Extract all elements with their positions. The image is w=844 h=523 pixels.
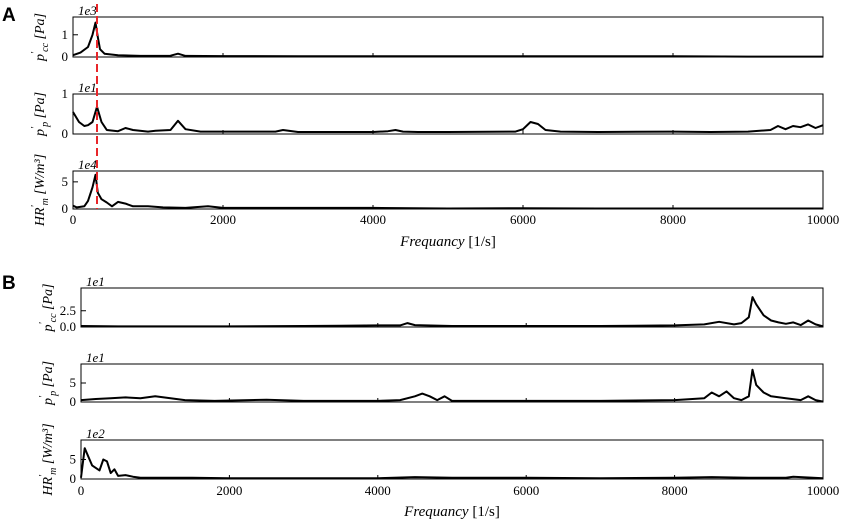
y-tick-label: 0 [70, 471, 77, 486]
axes-frame [72, 16, 824, 58]
series-line [80, 447, 824, 480]
subplot-a-2: 0 1 1e1 p'p [Pa] [30, 80, 824, 141]
subplot-b-1: 0.02.5 1e1 p'cc [Pa] [38, 274, 824, 334]
x-tick-label: 10000 [807, 212, 840, 227]
y-tick-label: 5 [62, 174, 69, 189]
x-tick-label: 2000 [216, 483, 242, 498]
x-axis-label: Frequancy [1/s] [403, 504, 500, 520]
y-tick-label: 0 [70, 394, 77, 409]
plot-area: 0 1 1e3 p'cc [Pa] 0 1 1e1 p'p [Pa] 0 5 1e4 HR'm [W/… [30, 3, 839, 520]
y-multiplier: 1e1 [78, 80, 97, 95]
panel-b: 0.02.5 1e1 p'cc [Pa] 0 5 1e1 p'p [Pa] 0 5 1e2 HR'm… [38, 274, 839, 520]
axes-frame [80, 363, 824, 403]
subplot-a-1: 0 1 1e3 p'cc [Pa] [30, 3, 824, 64]
x-tick-label: 4000 [360, 212, 386, 227]
y-tick-label: 5 [70, 375, 77, 390]
y-tick-label: 0 [62, 201, 69, 216]
x-axis-label: Frequancy [1/s] [399, 234, 496, 250]
y-multiplier: 1e2 [86, 426, 105, 441]
y-axis-label: HR'm [W/m³] [30, 154, 51, 227]
series-line [80, 296, 824, 328]
x-tick-label: 0 [70, 212, 77, 227]
x-tick-label: 10000 [807, 483, 840, 498]
axes-frame [72, 170, 824, 210]
x-tick-label: 8000 [660, 212, 686, 227]
y-axis-label: p'p [Pa] [38, 361, 59, 406]
axes-frame [72, 93, 824, 135]
axes-frame [80, 439, 824, 480]
y-tick-label: 2.5 [60, 303, 76, 318]
y-tick-label: 0 [62, 49, 69, 64]
y-axis-label: p'cc [Pa] [38, 284, 59, 333]
y-tick-label: 5 [70, 452, 77, 467]
panel-b-label: B [2, 273, 16, 294]
y-multiplier: 1e1 [86, 350, 105, 365]
series-line [80, 368, 824, 403]
axes-frame [80, 287, 824, 328]
y-axis-label: HR'm [W/m³] [38, 423, 59, 496]
subplot-b-3: 0 5 1e2 HR'm [W/m³] [38, 423, 824, 497]
subplot-b-2: 0 5 1e1 p'p [Pa] [38, 350, 824, 409]
x-tick-label: 4000 [365, 483, 391, 498]
x-tick-label: 6000 [513, 483, 539, 498]
y-multiplier: 1e3 [78, 3, 97, 18]
series-line [72, 21, 823, 58]
x-tick-label: 2000 [210, 212, 236, 227]
y-multiplier: 1e1 [86, 274, 105, 289]
panel-a-label: A [2, 5, 16, 26]
y-tick-label: 0.0 [60, 319, 76, 334]
x-tick-label: 0 [78, 483, 85, 498]
panel-a: 0 1 1e3 p'cc [Pa] 0 1 1e1 p'p [Pa] 0 5 1e4 HR'm [W/… [30, 3, 839, 250]
y-tick-label: 1 [62, 86, 69, 101]
x-tick-label: 8000 [662, 483, 688, 498]
y-tick-label: 1 [62, 27, 69, 42]
series-line [72, 173, 823, 210]
x-tick-label: 6000 [510, 212, 536, 227]
subplot-a-3: 0 5 1e4 HR'm [W/m³] [30, 154, 824, 227]
y-axis-label: p'p [Pa] [30, 92, 51, 137]
y-axis-label: p'cc [Pa] [30, 13, 51, 62]
series-line [72, 105, 824, 133]
y-multiplier: 1e4 [78, 157, 97, 172]
y-tick-label: 0 [62, 126, 69, 141]
